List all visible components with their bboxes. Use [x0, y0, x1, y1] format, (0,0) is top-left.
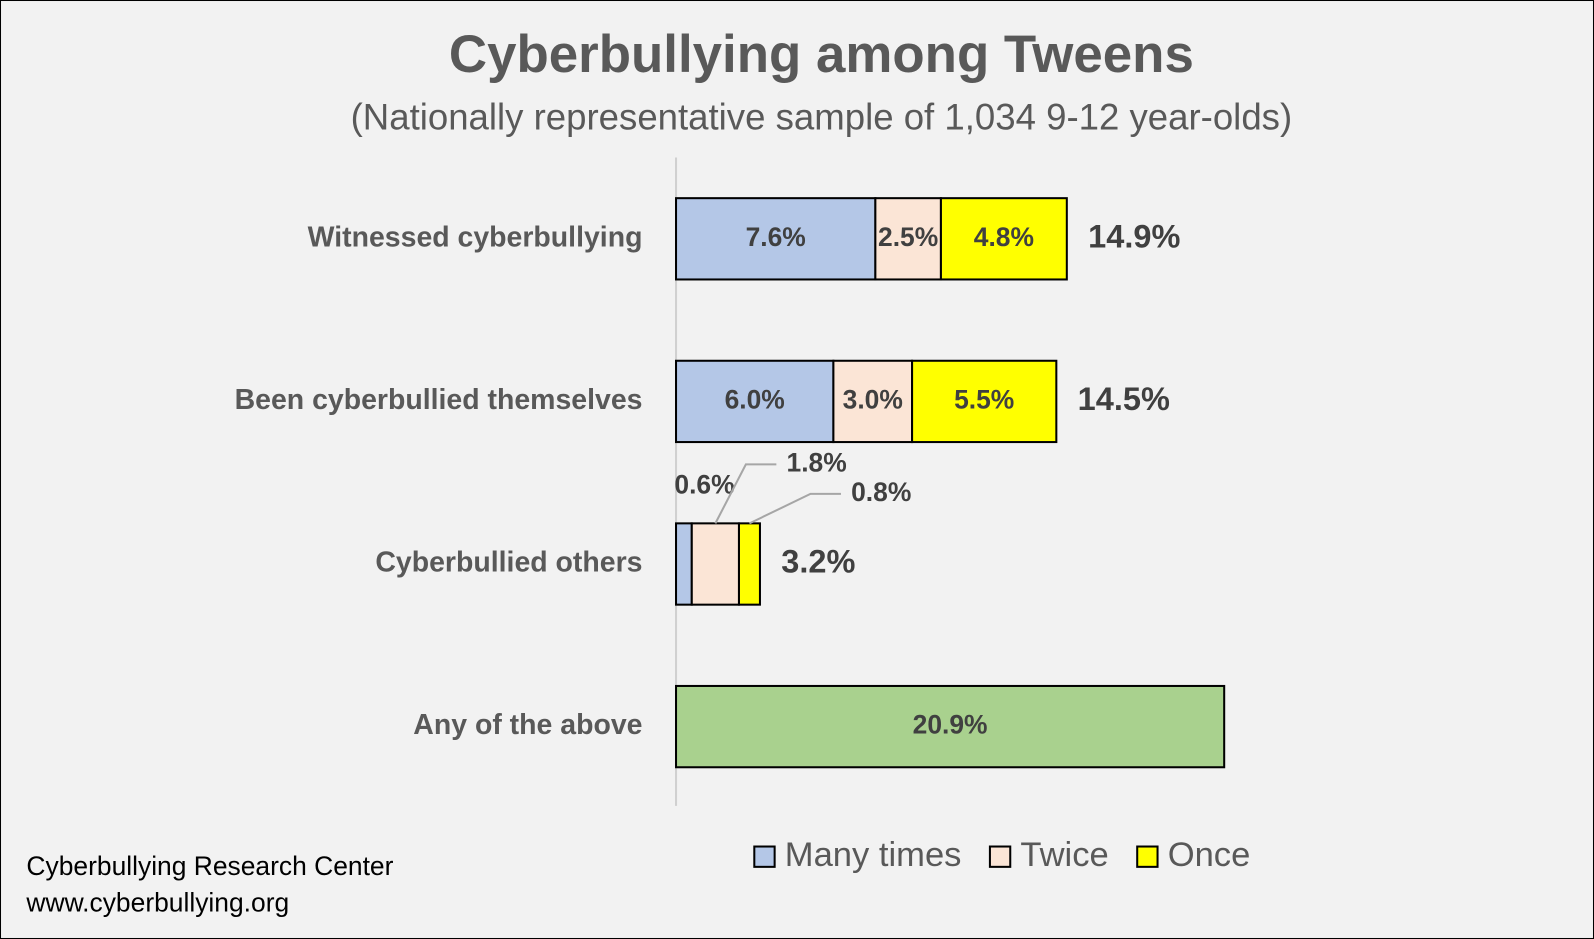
bar-segment	[675, 522, 693, 606]
bar	[675, 684, 1226, 769]
total-label: 14.5%	[1078, 381, 1170, 417]
data-label: 2.5%	[878, 222, 938, 252]
y-tick-label: Witnessed cyberbullying	[308, 221, 643, 253]
bar-segment	[690, 522, 740, 606]
data-label: 7.6%	[746, 222, 806, 252]
chart-title: Cyberbullying among Tweens	[449, 25, 1194, 84]
legend-swatch	[988, 845, 1012, 868]
source-line: Cyberbullying Research Center	[26, 851, 393, 881]
y-tick-label: Cyberbullied others	[375, 547, 642, 579]
legend-swatch	[1136, 845, 1159, 868]
legend-label: Many times	[785, 836, 962, 874]
data-label: 20.9%	[913, 710, 988, 740]
data-label: 5.5%	[954, 384, 1014, 414]
bar-segment	[911, 359, 1058, 444]
chart-subtitle: (Nationally representative sample of 1,0…	[351, 97, 1293, 138]
legend-label: Twice	[1020, 836, 1108, 874]
y-tick-label: Been cyberbullied themselves	[235, 384, 643, 416]
bar-segment	[874, 197, 942, 281]
bar-segment	[675, 197, 877, 281]
total-label: 14.9%	[1088, 218, 1180, 254]
legend-label: Once	[1168, 836, 1251, 874]
y-tick-label: Any of the above	[413, 709, 642, 741]
leader-line	[714, 463, 777, 524]
source-line: www.cyberbullying.org	[25, 887, 289, 917]
data-label: 1.8%	[787, 447, 847, 477]
bar-segment	[737, 522, 761, 606]
data-label: 6.0%	[725, 384, 785, 414]
data-label: 4.8%	[974, 222, 1034, 252]
total-label: 3.2%	[781, 544, 855, 580]
legend-swatch	[753, 845, 776, 868]
data-label: 0.8%	[851, 477, 911, 507]
data-label: 3.0%	[843, 384, 903, 414]
leader-line	[749, 492, 841, 525]
bar-segment	[939, 197, 1068, 281]
data-label: 0.6%	[674, 470, 734, 500]
